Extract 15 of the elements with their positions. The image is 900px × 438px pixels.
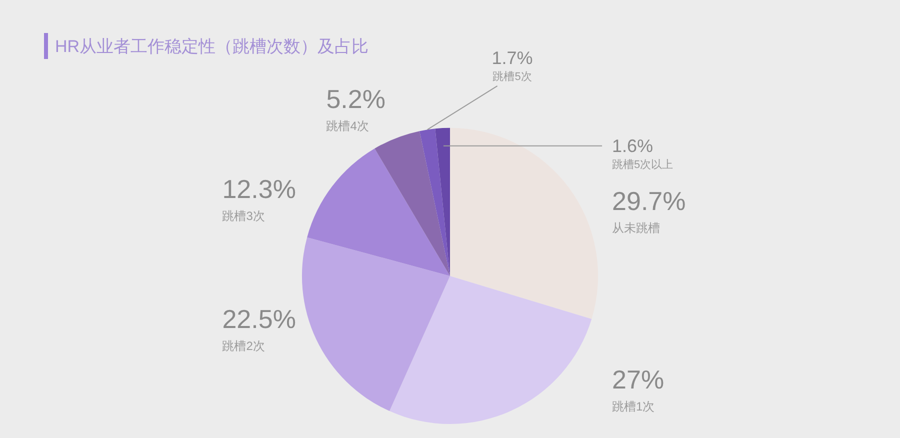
value-label: 5.2%	[326, 84, 386, 114]
category-label: 跳槽4次	[326, 119, 369, 133]
value-label: 27%	[612, 364, 664, 394]
value-label: 22.5%	[222, 304, 296, 334]
category-label: 跳槽5次	[492, 70, 532, 83]
category-label: 跳槽2次	[222, 338, 265, 353]
title: HR从业者工作稳定性（跳槽次数）及占比	[55, 37, 369, 56]
value-label: 12.3%	[222, 174, 296, 204]
category-label: 从未跳槽	[612, 220, 660, 235]
value-label: 1.7%	[492, 48, 533, 68]
value-label: 29.7%	[612, 186, 686, 216]
category-label: 跳槽1次	[612, 399, 655, 414]
category-label: 跳槽5次以上	[612, 158, 674, 171]
value-label: 1.6%	[612, 136, 654, 156]
category-label: 跳槽3次	[222, 208, 265, 223]
